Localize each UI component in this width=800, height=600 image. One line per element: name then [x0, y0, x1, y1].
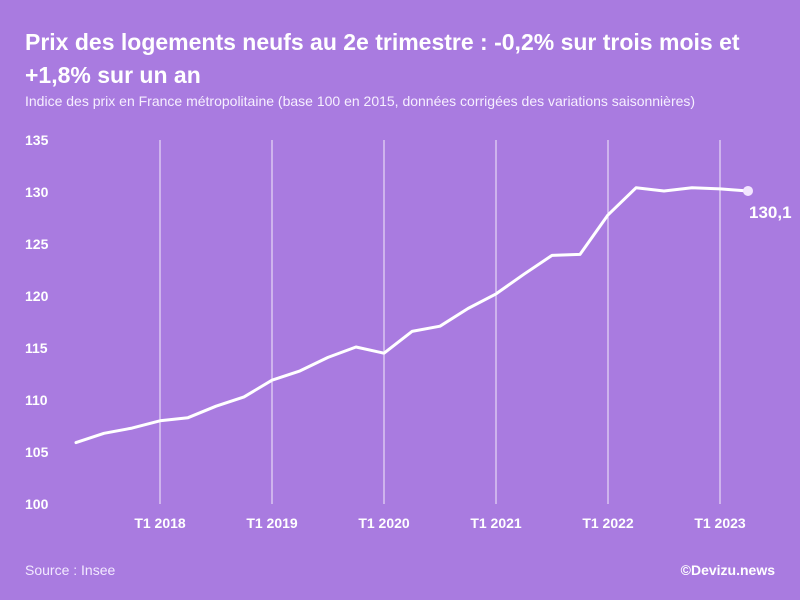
y-tick-label: 135 — [25, 132, 49, 148]
x-tick-label: T1 2020 — [358, 515, 410, 531]
y-tick-label: 110 — [25, 392, 48, 408]
y-tick-label: 125 — [25, 236, 49, 252]
chart-subtitle: Indice des prix en France métropolitaine… — [25, 93, 696, 109]
x-tick-label: T1 2018 — [134, 515, 186, 531]
y-tick-label: 100 — [25, 496, 49, 512]
credit-link[interactable]: ©Devizu.news — [680, 562, 775, 578]
chart-title: Prix des logements neufs au 2e trimestre… — [25, 29, 740, 88]
last-data-point — [743, 185, 753, 196]
end-value-label: 130,1 — [749, 203, 792, 222]
series-line — [74, 186, 750, 445]
x-tick-label: T1 2021 — [470, 515, 522, 531]
y-tick-label: 105 — [25, 444, 49, 460]
y-tick-label: 115 — [25, 340, 48, 356]
x-tick-label: T1 2023 — [694, 515, 746, 531]
series-line-group — [74, 185, 753, 445]
vertical-gridlines — [159, 140, 721, 504]
y-axis-ticks: 100 105 110 115 120 125 130 135 — [25, 132, 49, 512]
source-note: Source : Insee — [25, 562, 116, 578]
x-tick-label: T1 2019 — [246, 515, 298, 531]
end-label-group: 130,1 — [749, 203, 792, 222]
y-tick-label: 130 — [25, 184, 49, 200]
x-tick-label: T1 2022 — [582, 515, 634, 531]
y-tick-label: 120 — [25, 288, 49, 304]
x-axis-ticks: T1 2018 T1 2019 T1 2020 T1 2021 T1 2022 T1 20… — [134, 515, 746, 531]
